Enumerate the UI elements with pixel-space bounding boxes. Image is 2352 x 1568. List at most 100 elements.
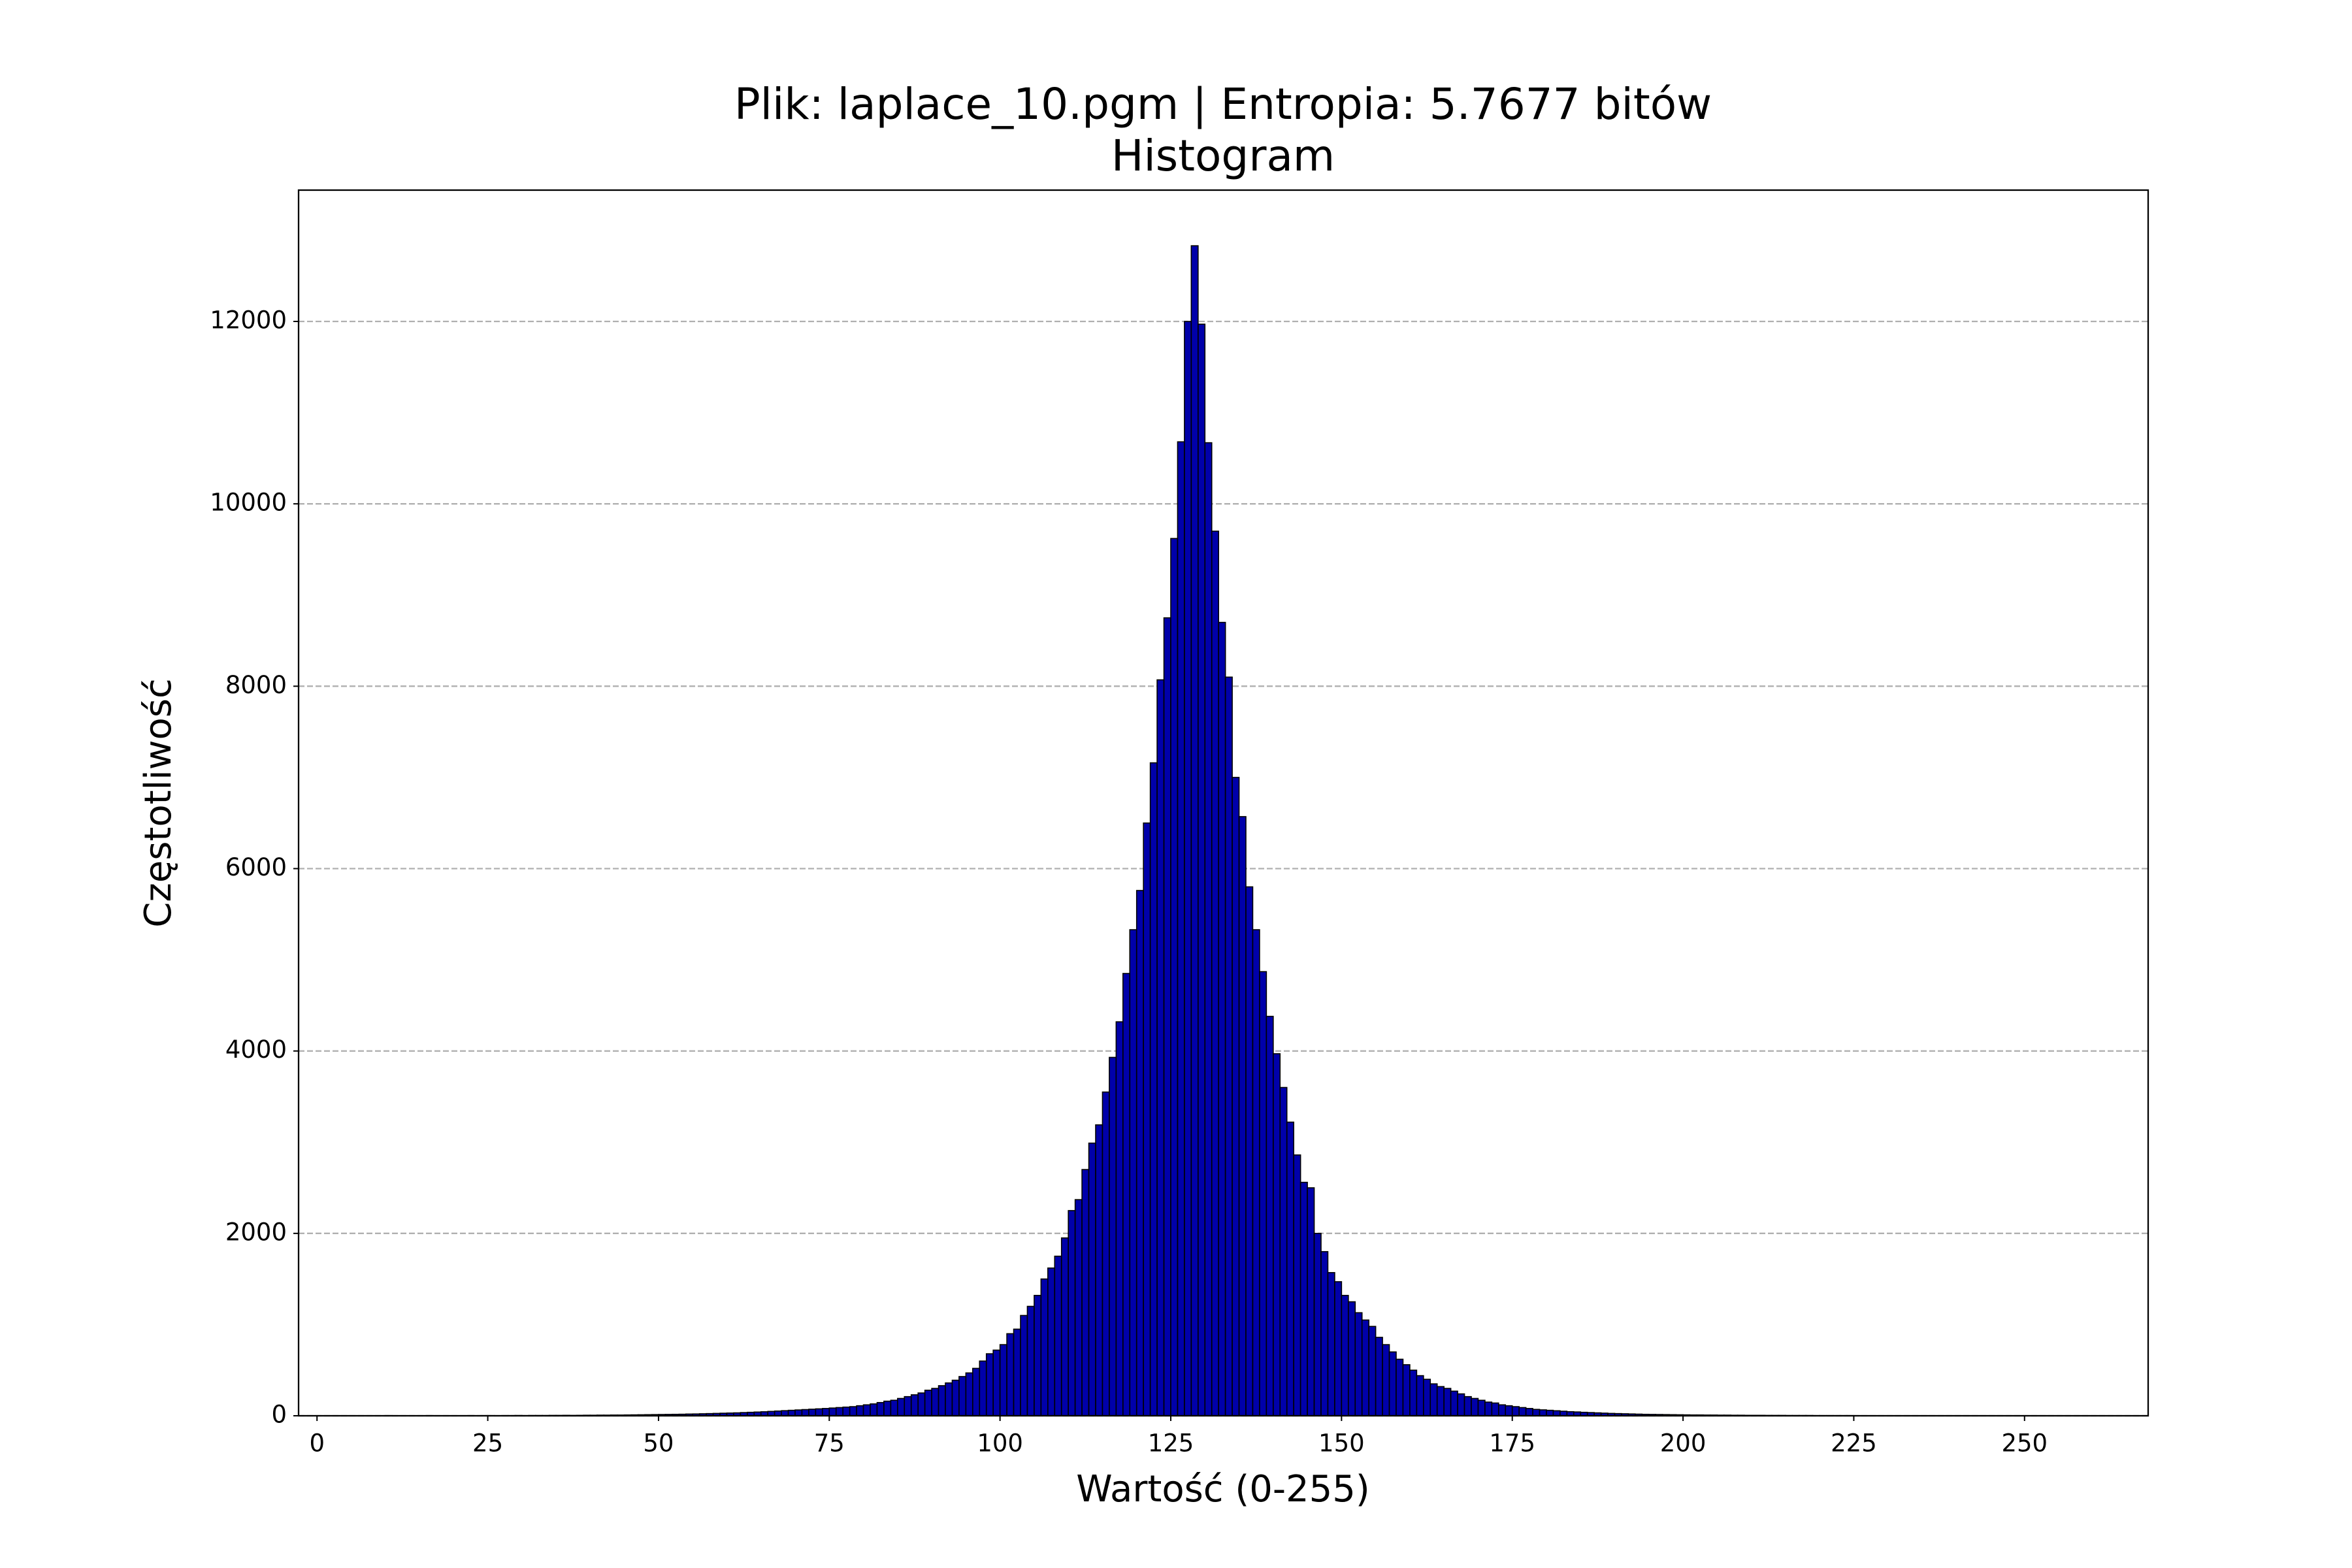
bar xyxy=(1184,321,1192,1416)
bar xyxy=(1388,1351,1397,1416)
x-tick-label: 0 xyxy=(309,1429,325,1458)
y-tick-label: 2000 xyxy=(225,1218,287,1246)
x-tick-label: 25 xyxy=(472,1429,503,1458)
bar xyxy=(1149,762,1158,1416)
bar xyxy=(897,1397,906,1416)
bar xyxy=(1375,1337,1383,1416)
bar xyxy=(1068,1210,1076,1416)
bar xyxy=(1552,1410,1561,1416)
bar xyxy=(1088,1142,1096,1416)
bar xyxy=(1396,1358,1404,1416)
bar xyxy=(1484,1401,1493,1416)
bar xyxy=(1074,1199,1083,1416)
bar xyxy=(883,1400,892,1416)
bar xyxy=(787,1409,796,1416)
bar xyxy=(972,1367,981,1416)
bar xyxy=(1368,1326,1377,1416)
bar xyxy=(890,1399,898,1416)
bar xyxy=(808,1409,817,1416)
bar xyxy=(1218,621,1226,1416)
bar xyxy=(1047,1267,1056,1416)
bar xyxy=(1334,1281,1343,1416)
bar xyxy=(1034,1294,1042,1416)
bar xyxy=(1518,1407,1527,1416)
bar xyxy=(1463,1396,1472,1416)
x-tick-label: 125 xyxy=(1148,1429,1194,1458)
bar xyxy=(1450,1390,1458,1416)
bar xyxy=(1429,1383,1438,1416)
bar xyxy=(1013,1328,1021,1416)
bar xyxy=(801,1409,809,1416)
bar xyxy=(849,1406,857,1416)
bar xyxy=(1525,1408,1533,1416)
bar xyxy=(822,1408,830,1416)
bar xyxy=(1491,1402,1499,1416)
x-tick-label: 75 xyxy=(814,1429,845,1458)
bar xyxy=(951,1379,960,1416)
bar xyxy=(1129,929,1137,1416)
y-tick-label: 0 xyxy=(271,1401,287,1429)
bar xyxy=(1102,1091,1110,1416)
bar xyxy=(1163,617,1171,1416)
x-tick-label: 150 xyxy=(1318,1429,1365,1458)
bar xyxy=(1232,777,1240,1416)
x-tick-label: 50 xyxy=(643,1429,674,1458)
bar xyxy=(1498,1404,1507,1416)
bar xyxy=(985,1353,994,1416)
y-axis-label: Częstotliwość xyxy=(137,678,180,927)
bar xyxy=(1081,1169,1090,1416)
bar xyxy=(870,1403,878,1416)
bar xyxy=(1060,1237,1069,1416)
bar xyxy=(1382,1344,1390,1416)
x-tick-label: 100 xyxy=(977,1429,1023,1458)
bar xyxy=(1204,442,1213,1416)
bar xyxy=(1361,1319,1369,1416)
y-tick-label: 12000 xyxy=(210,306,287,335)
bar xyxy=(1443,1388,1452,1416)
x-tick-label: 250 xyxy=(2001,1429,2048,1458)
y-tick-label: 8000 xyxy=(225,671,287,699)
plot-frame xyxy=(297,189,2149,1417)
bar xyxy=(1320,1250,1329,1416)
bar xyxy=(1546,1409,1554,1416)
y-tick-label: 6000 xyxy=(225,853,287,881)
x-tick-label: 200 xyxy=(1660,1429,1707,1458)
bar xyxy=(1040,1278,1049,1416)
bar xyxy=(1539,1409,1547,1416)
bar xyxy=(1409,1369,1418,1416)
bar xyxy=(979,1360,987,1416)
bar xyxy=(904,1396,912,1416)
bar xyxy=(1135,890,1144,1416)
bar xyxy=(1532,1409,1541,1416)
x-axis-label: Wartość (0-255) xyxy=(1076,1468,1370,1511)
bar xyxy=(1238,816,1247,1416)
bar xyxy=(1115,1021,1124,1416)
bar xyxy=(815,1408,823,1416)
bar xyxy=(862,1404,871,1416)
bar xyxy=(1190,245,1199,1416)
bar xyxy=(876,1401,885,1416)
bar xyxy=(1224,676,1233,1416)
bar xyxy=(1341,1294,1349,1416)
bar xyxy=(910,1394,919,1416)
bar xyxy=(828,1407,837,1416)
bar xyxy=(1252,929,1260,1416)
bar xyxy=(992,1349,1001,1416)
bar xyxy=(1457,1393,1465,1416)
bar xyxy=(1259,971,1267,1416)
bar xyxy=(1505,1405,1513,1416)
bar xyxy=(924,1390,932,1416)
bar xyxy=(938,1385,946,1416)
bar xyxy=(1354,1312,1363,1416)
x-tick-label: 175 xyxy=(1489,1429,1535,1458)
chart-title: Plik: laplace_10.pgm | Entropia: 5.7677 … xyxy=(734,79,1712,129)
bar xyxy=(1293,1154,1301,1416)
bar xyxy=(1327,1272,1335,1416)
bar xyxy=(1109,1056,1117,1416)
bar xyxy=(842,1406,851,1416)
bar xyxy=(1286,1121,1294,1416)
bar xyxy=(1122,973,1131,1416)
bar xyxy=(1307,1187,1315,1416)
bar xyxy=(917,1392,926,1416)
